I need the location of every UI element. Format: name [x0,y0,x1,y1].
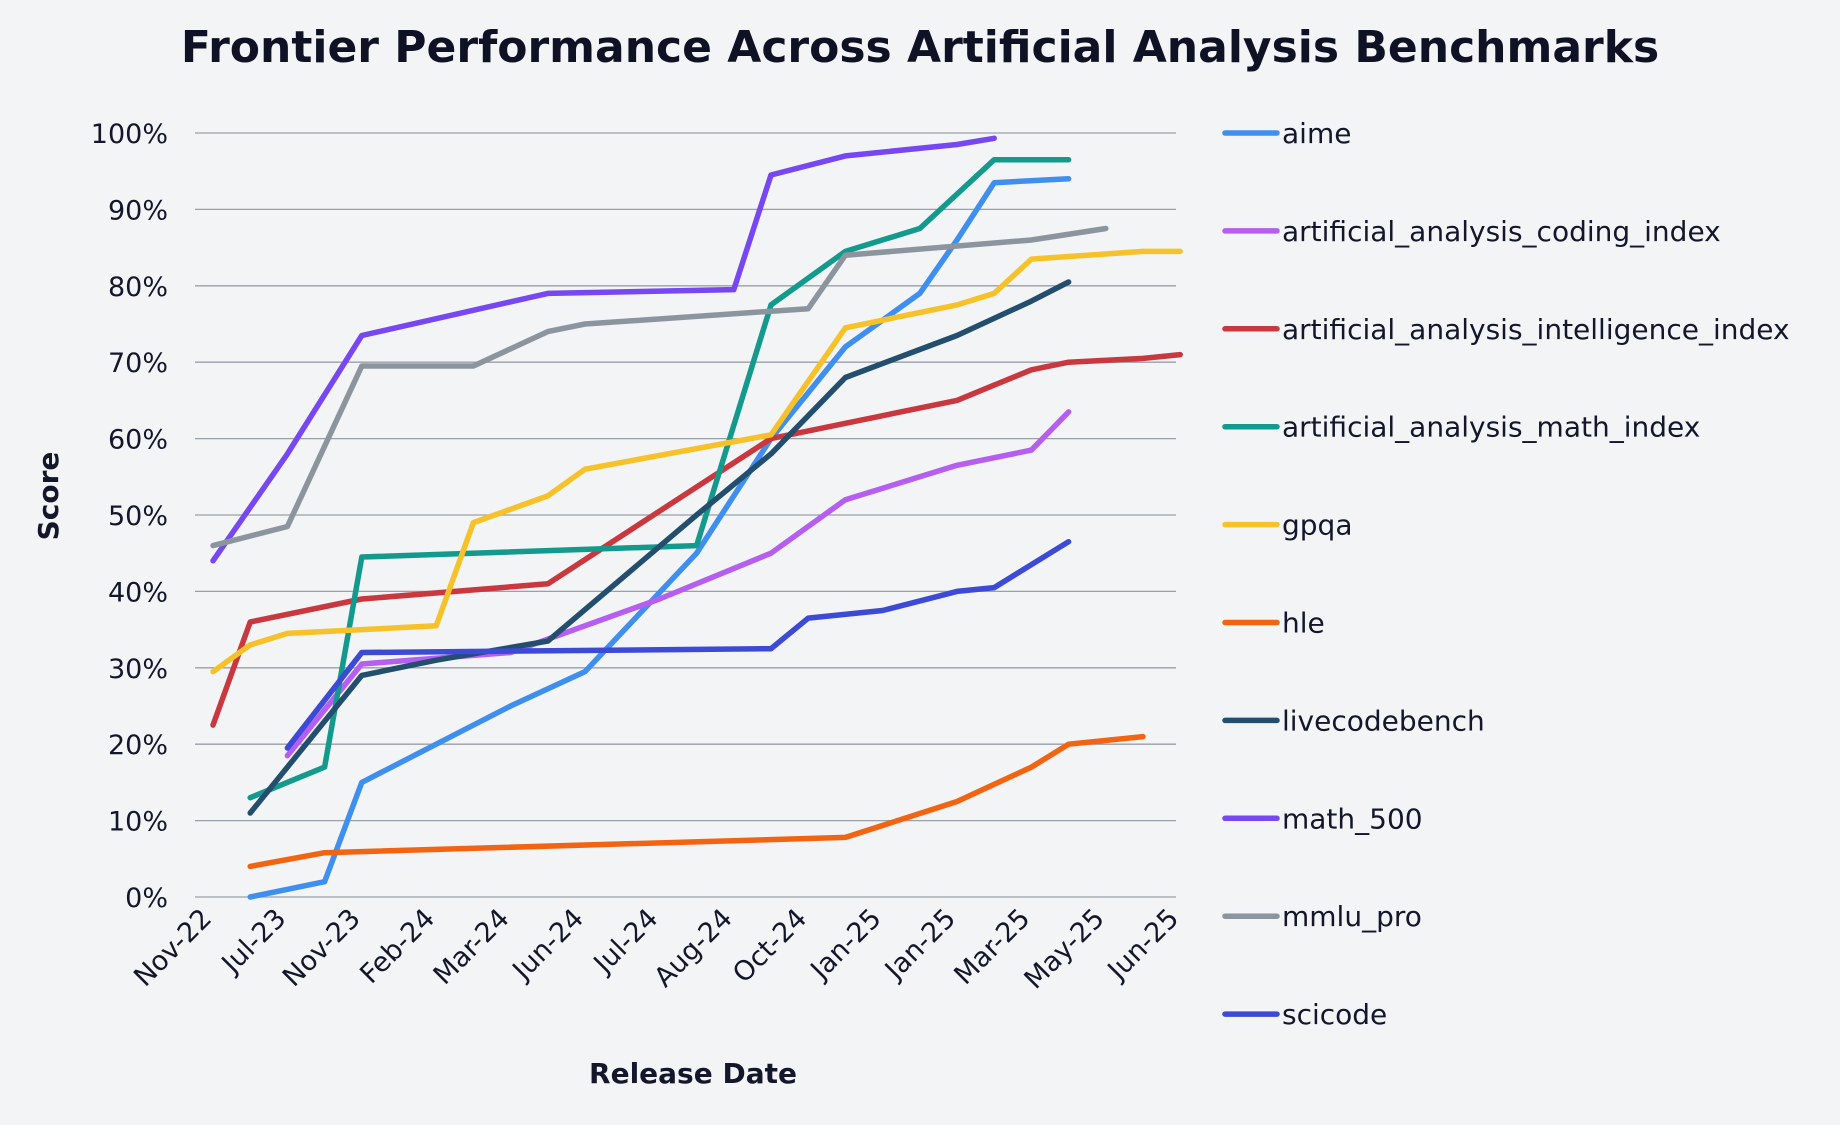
series-lines [210,135,1183,900]
x-tick-label: Feb-24 [354,903,441,990]
y-tick-label: 80% [108,272,168,303]
y-tick-label: 60% [108,425,168,456]
y-tick-label: 0% [125,883,168,914]
x-tick-label: May-25 [1019,903,1111,995]
legend-label: gpqa [1282,509,1352,542]
y-tick-labels: 0% 10% 20% 30% 40% 50% 60% 70% 80% 90% 100% [91,119,168,914]
y-tick-label: 70% [108,348,168,379]
y-tick-label: 100% [91,119,168,150]
x-tick-label: Jun-25 [1101,903,1185,987]
x-tick-label: Nov-23 [277,903,367,993]
series-line-scicode [284,538,1072,751]
series-line-livecodebench [247,279,1072,816]
legend-label: mmlu_pro [1282,900,1422,933]
legend-label: hle [1282,607,1325,640]
legend-label: livecodebench [1282,704,1485,737]
series-line-aime [247,176,1072,900]
series-line-math_500 [210,135,997,564]
x-tick-labels: Nov-22Jul-23Nov-23Feb-24Mar-24Jun-24Jul-… [128,903,1185,995]
y-tick-label: 10% [108,807,168,838]
y-tick-label: 90% [108,195,168,226]
legend-label: scicode [1282,998,1387,1031]
x-axis-label: Release Date [589,1057,797,1090]
y-tick-label: 50% [108,501,168,532]
x-tick-label: Aug-24 [648,903,738,993]
x-tick-label: Jan-25 [804,903,888,987]
gridlines [195,132,1176,898]
x-tick-label: Mar-24 [428,903,516,991]
series-line-gpqa [210,248,1183,675]
legend-label: artificial_analysis_intelligence_index [1282,313,1790,346]
x-tick-label: Jun-24 [506,903,590,987]
y-tick-label: 40% [108,577,168,608]
series-line-mmlu_pro [210,225,1109,549]
x-tick-label: Oct-24 [727,903,813,989]
x-tick-label: Jan-25 [878,903,962,987]
chart-title: Frontier Performance Across Artificial A… [181,22,1659,73]
legend-label: artificial_analysis_math_index [1282,411,1700,444]
series-line-artificial_analysis_math_index [247,156,1072,801]
legend-label: math_500 [1282,802,1423,835]
y-axis-label: Score [32,452,65,541]
legend-label: artificial_analysis_coding_index [1282,215,1721,248]
series-line-hle [247,733,1146,870]
series-line-artificial_analysis_coding_index [284,409,1072,759]
series-line-artificial_analysis_intelligence_index [210,351,1183,728]
legend-label: aime [1282,117,1351,150]
legend: aime artificial_analysis_coding_indexarti… [1222,117,1790,1031]
y-tick-label: 30% [108,654,168,685]
x-tick-label: Nov-22 [128,903,218,993]
y-tick-label: 20% [108,730,168,761]
